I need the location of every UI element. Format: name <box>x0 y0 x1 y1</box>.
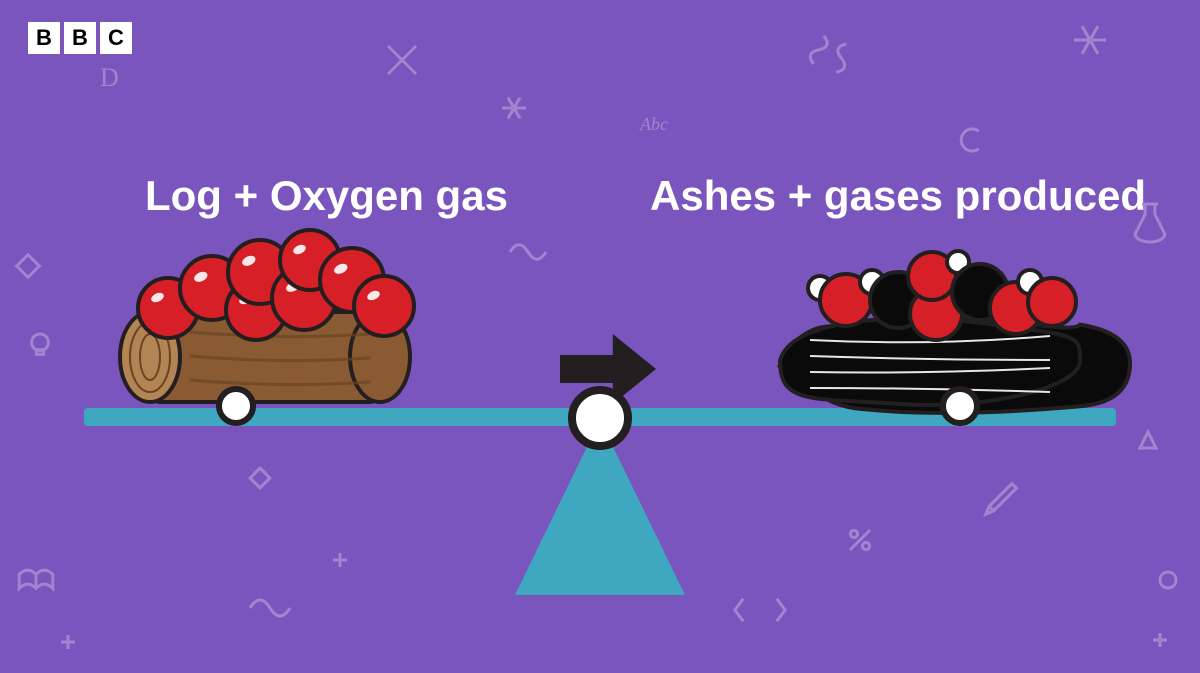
diagram-canvas: B B C Log + Oxygen gas Ashes + gases pro… <box>0 0 1200 673</box>
illustration <box>0 0 1200 673</box>
